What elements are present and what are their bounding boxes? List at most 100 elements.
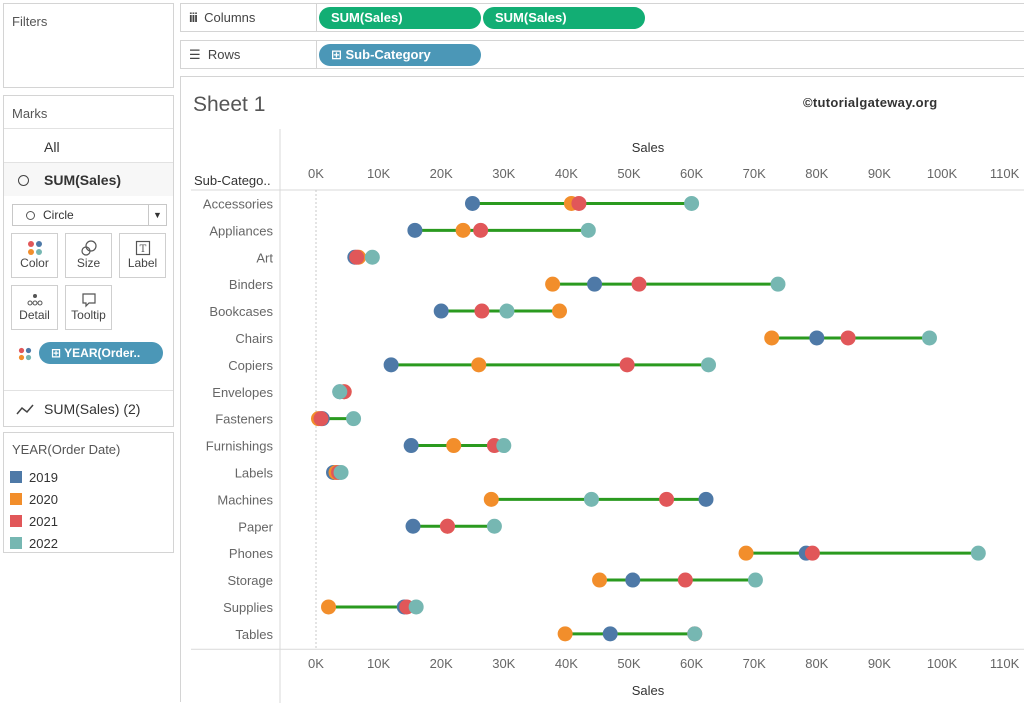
svg-text:T: T [139,244,146,255]
x-tick-label-top: 100K [927,166,958,181]
legend-item-2021[interactable]: 2021 [10,514,58,529]
row-header-label: Sub-Catego.. [194,173,271,188]
category-label: Art [256,250,273,265]
data-point-2022 [687,626,703,642]
legend-swatch [10,471,22,483]
data-point-2020 [592,572,608,588]
circle-icon [26,211,35,220]
legend-item-2022[interactable]: 2022 [10,536,58,551]
category-label: Fasteners [215,412,273,427]
rows-shelf-label: ☰ Rows [189,47,240,63]
x-tick-label-bottom: 10K [367,656,390,671]
x-tick-label-top: 40K [555,166,578,181]
legend-label: 2022 [29,536,58,551]
data-point-2022 [346,411,362,427]
legend-item-2019[interactable]: 2019 [10,470,58,485]
data-point-2019 [465,195,480,211]
data-point-2020 [321,599,337,615]
detail-card[interactable]: Detail [11,285,58,330]
category-label: Furnishings [206,439,274,454]
x-tick-label-bottom: 0K [308,656,324,671]
data-point-2019 [403,438,419,454]
worksheet: Sheet 1 ©tutorialgateway.org Sales Sales S… [180,76,1024,703]
legend-label: 2019 [29,470,58,485]
year-order-date-pill[interactable]: ⊞ YEAR(Order.. [39,342,163,364]
data-point-2022 [580,222,596,238]
watermark: ©tutorialgateway.org [803,95,938,110]
data-point-2021 [473,222,489,238]
data-point-2021 [439,518,455,534]
data-point-2022 [408,599,424,615]
data-point-2019 [407,222,423,238]
filters-title: Filters [12,14,48,29]
year-pill-label: YEAR(Order.. [64,346,141,360]
data-point-2020 [455,222,471,238]
category-label: Phones [229,546,274,561]
columns-pill-sum-sales-1[interactable]: SUM(Sales) [319,7,481,29]
data-point-2021 [474,303,490,319]
size-card-label: Size [76,256,101,270]
marks-tab-all[interactable]: All [4,128,173,162]
legend-item-2020[interactable]: 2020 [10,492,58,507]
color-card[interactable]: Color [11,233,58,278]
data-point-2020 [557,626,573,642]
data-point-2022 [499,303,515,319]
data-point-2019 [383,357,399,373]
x-tick-label-top: 20K [430,166,453,181]
data-point-2021 [804,545,820,561]
category-label: Paper [238,519,273,534]
chevron-down-icon[interactable]: ▼ [148,205,166,225]
detail-icon [12,286,57,308]
data-point-2022 [496,438,512,454]
size-card[interactable]: Size [65,233,112,278]
data-point-2019 [698,491,714,507]
tooltip-card[interactable]: Tooltip [65,285,112,330]
category-label: Envelopes [212,385,273,400]
data-point-2022 [921,330,937,346]
marks-measure1-label: SUM(Sales) [44,172,122,188]
data-point-2021 [677,572,693,588]
data-point-2022 [486,518,502,534]
detail-card-label: Detail [19,308,50,322]
label-card[interactable]: T Label [119,233,166,278]
marks-tab-sum-sales-2[interactable]: SUM(Sales) (2) [4,390,173,427]
rows-text: Rows [207,47,241,62]
filters-panel[interactable]: Filters [3,3,174,88]
data-point-2019 [405,518,421,534]
data-point-2022 [970,545,986,561]
data-point-2019 [625,572,641,588]
category-label: Storage [227,573,273,588]
mark-type-dropdown[interactable]: Circle ▼ [12,204,167,226]
data-point-2022 [583,491,599,507]
columns-shelf: iii Columns SUM(Sales) SUM(Sales) [180,3,1024,32]
circle-mark-icon [18,175,29,186]
category-label: Accessories [203,196,274,211]
category-label: Supplies [223,600,273,615]
label-card-label: Label [127,256,158,270]
size-icon [66,234,111,256]
x-axis-title-bottom: Sales [632,683,665,698]
dumbbell-chart[interactable]: Sales Sales Sub-Catego.. 0K 0K 10K 10K 20K 20K 30… [181,77,1024,703]
marks-tab-sum-sales[interactable]: SUM(Sales) [4,162,173,196]
x-tick-label-top: 0K [308,166,324,181]
data-point-2022 [333,464,349,480]
tooltip-icon [66,286,111,308]
x-tick-label-top: 60K [680,166,703,181]
marks-title: Marks [12,106,48,121]
columns-icon: iii [189,10,198,25]
marks-all-label: All [44,139,60,155]
x-tick-label-top: 110K [990,166,1020,181]
columns-pill-sum-sales-2[interactable]: SUM(Sales) [483,7,645,29]
data-point-2022 [684,195,700,211]
data-point-2020 [738,545,754,561]
data-point-2022 [364,249,380,265]
color-legend: YEAR(Order Date) 2019 2020 2021 2022 [3,432,174,553]
rows-pill-label: Sub-Category [345,47,431,62]
x-tick-label-bottom: 90K [868,656,891,671]
data-point-2020 [446,438,462,454]
legend-swatch [10,493,22,505]
x-tick-label-top: 50K [617,166,640,181]
x-tick-label-top: 10K [367,166,390,181]
data-point-2019 [587,276,603,292]
rows-pill-sub-category[interactable]: ⊞ Sub-Category [319,44,481,66]
